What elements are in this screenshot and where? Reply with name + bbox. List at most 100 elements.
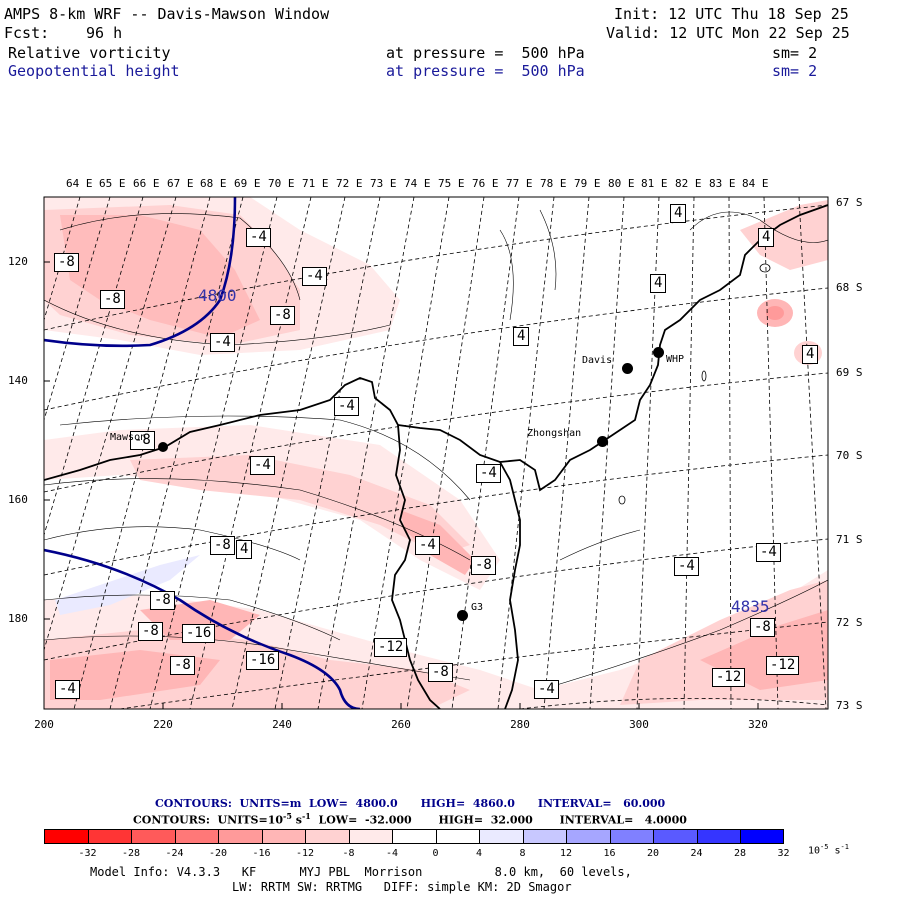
vort-info-exp2: -1 bbox=[301, 811, 311, 821]
vorticity-label: -4 bbox=[210, 333, 235, 352]
station-marker-zhongshan[interactable] bbox=[597, 436, 608, 447]
vorticity-label: 4 bbox=[236, 540, 253, 559]
longitude-label: 81 E bbox=[641, 177, 668, 190]
longitude-grid bbox=[44, 197, 827, 709]
longitude-label: 76 E bbox=[472, 177, 499, 190]
colorbar-swatch bbox=[44, 829, 88, 844]
vorticity-label: -8 bbox=[210, 536, 235, 555]
forecast-hour: 96 h bbox=[86, 24, 123, 42]
longitude-label: 77 E bbox=[506, 177, 533, 190]
latitude-label: 67 S bbox=[836, 196, 863, 209]
vorticity-label: -8 bbox=[100, 290, 125, 309]
colorbar-label: 24 bbox=[690, 848, 703, 859]
vorticity-label: 4 bbox=[802, 345, 819, 364]
init-time: Init: 12 UTC Thu 18 Sep 25 bbox=[614, 5, 849, 23]
x-tick-label: 220 bbox=[153, 718, 173, 731]
vorticity-label: -8 bbox=[130, 431, 155, 450]
field-1-name: Relative vorticity bbox=[8, 44, 171, 62]
longitude-label: 71 E bbox=[302, 177, 329, 190]
vorticity-label: -4 bbox=[534, 680, 559, 699]
latitude-label: 70 S bbox=[836, 449, 863, 462]
colorbar-swatch bbox=[522, 829, 567, 844]
colorbar-label: 12 bbox=[559, 848, 573, 859]
colorbar-label: -24 bbox=[165, 848, 184, 859]
vorticity-label: -12 bbox=[374, 638, 408, 657]
height-label-4835: 4835 bbox=[731, 597, 770, 616]
cb-unit-exp2: -1 bbox=[840, 843, 849, 851]
field-1-level: at pressure = 500 hPa bbox=[386, 44, 585, 62]
valid-time: Valid: 12 UTC Mon 22 Sep 25 bbox=[606, 24, 850, 42]
station-marker-whp[interactable] bbox=[653, 347, 664, 358]
vorticity-label: -16 bbox=[246, 651, 280, 670]
station-label-davis: Davis bbox=[582, 355, 613, 366]
vorticity-label: -8 bbox=[170, 656, 195, 675]
map-title: AMPS 8-km WRF -- Davis-Mawson Window bbox=[4, 5, 330, 23]
longitude-label: 83 E bbox=[709, 177, 736, 190]
field-2-smoothing: sm= 2 bbox=[772, 62, 818, 80]
vorticity-label: -12 bbox=[712, 668, 746, 687]
x-tick-label: 240 bbox=[272, 718, 292, 731]
vorticity-label: -8 bbox=[750, 618, 775, 637]
colorbar-swatch bbox=[174, 829, 219, 844]
cb-unit-base: 10 bbox=[808, 845, 821, 857]
colorbar-swatch bbox=[740, 829, 784, 844]
y-tick-label: 140 bbox=[8, 374, 28, 387]
colorbar-swatch bbox=[261, 829, 306, 844]
station-label-mawson: Mawson bbox=[110, 432, 147, 443]
colorbar-label: -32 bbox=[78, 848, 97, 859]
x-tick-label: 260 bbox=[391, 718, 411, 731]
longitude-label: 78 E bbox=[540, 177, 567, 190]
longitude-label: 64 E bbox=[66, 177, 93, 190]
station-label-zhongshan: Zhongshan bbox=[527, 428, 582, 439]
colorbar-swatch bbox=[653, 829, 697, 844]
colorbar-swatch bbox=[305, 829, 349, 844]
colorbar-swatch bbox=[566, 829, 610, 844]
vorticity-label: -4 bbox=[674, 557, 699, 576]
colorbar-swatch bbox=[479, 829, 523, 844]
station-marker-mawson[interactable] bbox=[158, 442, 168, 452]
vorticity-label: 4 bbox=[513, 327, 530, 346]
vorticity-label: -4 bbox=[476, 464, 501, 483]
colorbar-label: -4 bbox=[385, 848, 399, 859]
x-tick-label: 320 bbox=[748, 718, 768, 731]
colorbar-label: -16 bbox=[252, 848, 271, 859]
longitude-label: 80 E bbox=[608, 177, 635, 190]
longitude-label: 73 E bbox=[370, 177, 397, 190]
forecast-label: Fcst: bbox=[4, 24, 50, 42]
vorticity-label: -4 bbox=[250, 456, 275, 475]
longitude-label: 66 E bbox=[133, 177, 160, 190]
colorbar-label: 0 bbox=[432, 848, 439, 859]
longitude-label: 68 E bbox=[200, 177, 227, 190]
colorbar-swatch bbox=[131, 829, 175, 844]
station-marker-g3[interactable] bbox=[457, 610, 468, 621]
colorbar-swatch bbox=[435, 829, 480, 844]
latitude-label: 71 S bbox=[836, 533, 863, 546]
colorbar-swatch bbox=[348, 829, 393, 844]
vorticity-label: 4 bbox=[758, 228, 775, 247]
station-marker-davis[interactable] bbox=[622, 363, 633, 374]
x-tick-label: 280 bbox=[510, 718, 530, 731]
vorticity-label: -12 bbox=[766, 656, 800, 675]
small-islands bbox=[618, 263, 771, 505]
colorbar-label: 8 bbox=[519, 848, 526, 859]
vorticity-label: 4 bbox=[650, 274, 667, 293]
coastline bbox=[44, 204, 828, 709]
height-contour-info: CONTOURS: UNITS=m LOW= 4800.0 HIGH= 4860… bbox=[155, 797, 666, 810]
y-tick-label: 120 bbox=[8, 255, 28, 268]
model-info: Model Info: V4.3.3 KF MYJ PBL Morrison 8… bbox=[90, 865, 632, 879]
vorticity-label: -4 bbox=[334, 397, 359, 416]
latitude-grid bbox=[44, 204, 828, 709]
vorticity-label: -4 bbox=[415, 536, 440, 555]
station-label-whp: WHP bbox=[666, 354, 685, 365]
vort-info-exp: -5 bbox=[283, 811, 292, 821]
field-2-level: at pressure = 500 hPa bbox=[386, 62, 585, 80]
colorbar-label: 20 bbox=[646, 848, 660, 859]
axis-ticks bbox=[43, 261, 759, 709]
longitude-label: 74 E bbox=[404, 177, 431, 190]
colorbar-label: 4 bbox=[475, 848, 483, 859]
vorticity-label: -4 bbox=[246, 228, 271, 247]
longitude-label: 75 E bbox=[438, 177, 465, 190]
longitude-label: 84 E bbox=[742, 177, 769, 190]
colorbar-swatch bbox=[392, 829, 436, 844]
